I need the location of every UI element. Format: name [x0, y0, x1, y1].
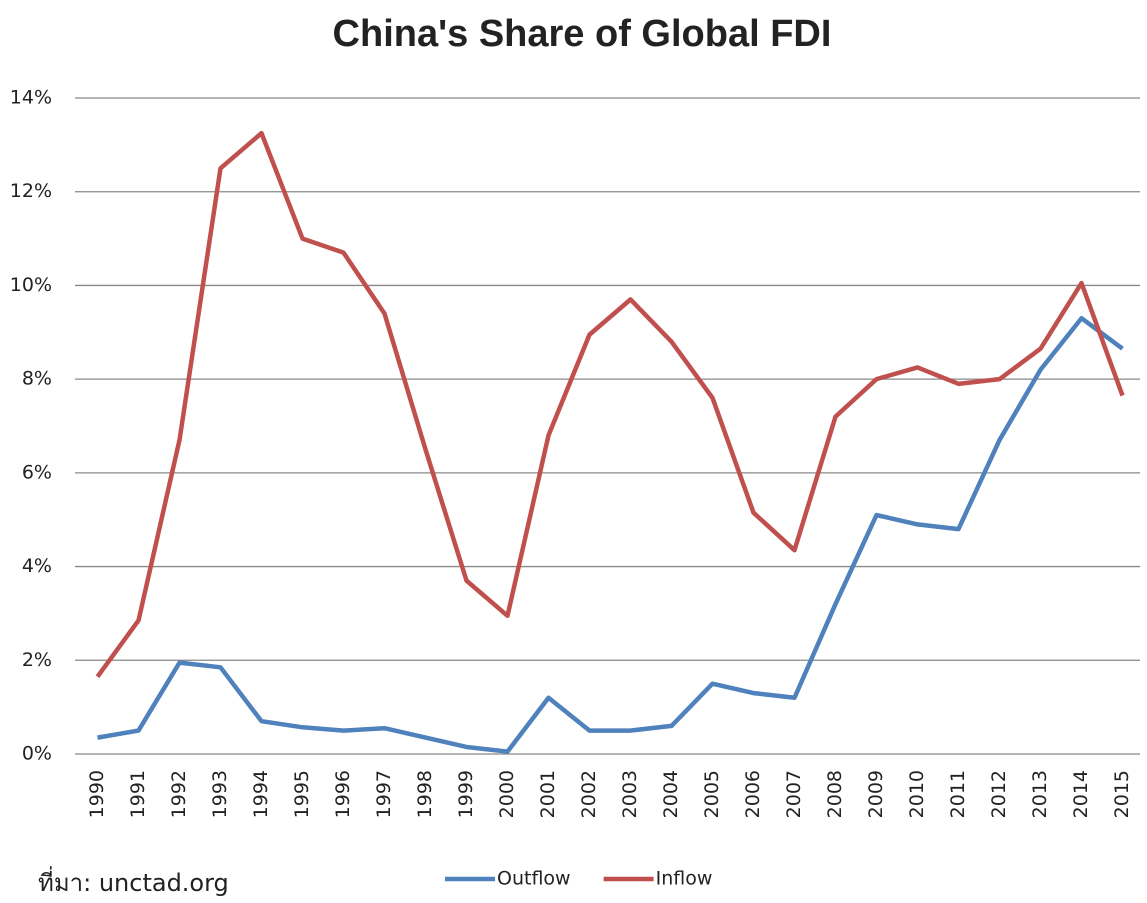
- x-tick-label: 1991: [127, 770, 149, 818]
- x-tick-label: 1995: [291, 770, 313, 818]
- y-tick-label: 0%: [22, 743, 52, 765]
- x-tick-label: 1993: [209, 770, 231, 818]
- x-tick-label: 2000: [496, 770, 518, 818]
- x-tick-label: 2013: [1029, 770, 1051, 818]
- x-tick-label: 1998: [414, 770, 436, 818]
- line-series: [95, 130, 1125, 679]
- x-tick-label: 1999: [455, 770, 477, 818]
- x-tick-label: 2012: [988, 770, 1010, 818]
- y-tick-label: 6%: [22, 461, 52, 483]
- y-tick-label: 8%: [22, 368, 52, 390]
- y-tick-label: 10%: [10, 274, 52, 296]
- x-tick-label: 2011: [947, 770, 969, 818]
- x-tick-label: 2015: [1111, 770, 1133, 818]
- x-tick-label: 2004: [660, 770, 682, 818]
- x-tick-label: 2014: [1070, 770, 1092, 818]
- line-series: [97, 315, 1124, 754]
- legend-label: Inflow: [656, 868, 713, 890]
- x-tick-label: 1994: [250, 770, 272, 818]
- y-tick-label: 14%: [10, 87, 52, 109]
- y-tick-label: 12%: [10, 180, 52, 202]
- legend-label: Outflow: [497, 868, 571, 890]
- x-tick-label: 2007: [783, 770, 805, 818]
- x-tick-label: 1997: [373, 770, 395, 818]
- x-tick-label: 2002: [578, 770, 600, 818]
- x-tick-label: 2006: [742, 770, 764, 818]
- x-tick-label: 1992: [168, 770, 190, 818]
- x-tick-label: 2009: [865, 770, 887, 818]
- chart-title: China's Share of Global FDI: [333, 13, 832, 55]
- y-tick-label: 4%: [22, 555, 52, 577]
- x-tick-label: 2005: [701, 770, 723, 818]
- x-tick-label: 2001: [537, 770, 559, 818]
- x-tick-label: 2010: [906, 770, 928, 818]
- source-note: ที่มา: unctad.org: [38, 866, 229, 897]
- x-tick-label: 2008: [824, 770, 846, 818]
- x-tick-label: 2003: [619, 770, 641, 818]
- x-tick-label: 1996: [332, 770, 354, 818]
- x-tick-label: 1990: [86, 770, 108, 818]
- y-tick-label: 2%: [22, 649, 52, 671]
